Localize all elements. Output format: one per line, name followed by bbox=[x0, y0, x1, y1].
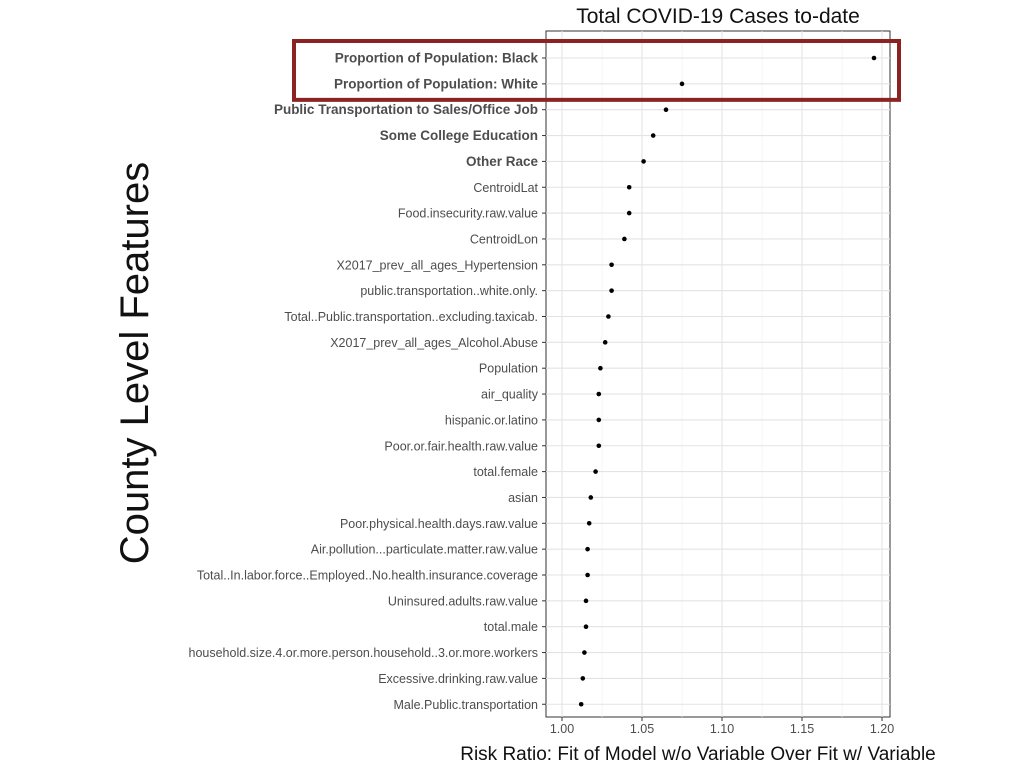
y-tick-label: Total..Public.transportation..excluding.… bbox=[284, 310, 538, 324]
data-point bbox=[588, 495, 594, 500]
data-point bbox=[585, 546, 590, 552]
data-point bbox=[679, 81, 685, 87]
x-tick-label: 1.15 bbox=[790, 722, 814, 736]
chart-title: Total COVID-19 Cases to-date bbox=[576, 5, 860, 28]
x-axis-title: Risk Ratio: Fit of Model w/o Variable Ov… bbox=[460, 744, 936, 765]
data-point bbox=[593, 469, 598, 474]
y-tick-label: X2017_prev_all_ages_Alcohol.Abuse bbox=[330, 336, 538, 350]
data-point bbox=[641, 159, 646, 164]
y-tick-label: CentroidLon bbox=[470, 232, 538, 246]
data-point bbox=[602, 340, 608, 345]
x-tick-label: 1.05 bbox=[630, 722, 654, 736]
data-point bbox=[598, 365, 603, 371]
data-point bbox=[871, 55, 877, 61]
y-axis-title: County Level Features bbox=[113, 162, 157, 564]
data-point bbox=[650, 133, 656, 138]
data-point bbox=[585, 572, 590, 578]
y-tick-label: total.female bbox=[473, 465, 538, 479]
data-point bbox=[596, 443, 602, 449]
data-point bbox=[609, 262, 614, 268]
data-point bbox=[609, 288, 614, 293]
y-tick-label: Other Race bbox=[466, 154, 539, 169]
y-tick-label: public.transportation..white.only. bbox=[360, 284, 538, 298]
data-point bbox=[626, 184, 632, 190]
y-tick-label: CentroidLat bbox=[473, 181, 538, 195]
y-tick-label: household.size.4.or.more.person.househol… bbox=[189, 646, 539, 660]
y-tick-label: air_quality bbox=[481, 388, 539, 402]
data-point bbox=[606, 314, 611, 319]
x-tick-label: 1.00 bbox=[550, 722, 574, 736]
y-tick-label: Total..In.labor.force..Employed..No.heal… bbox=[197, 569, 538, 583]
y-tick-label: Proportion of Population: Black bbox=[335, 51, 539, 66]
data-point bbox=[626, 210, 632, 216]
points bbox=[578, 55, 877, 707]
highlight-box bbox=[292, 39, 901, 102]
grid bbox=[546, 31, 890, 717]
y-tick-label: Proportion of Population: White bbox=[334, 76, 538, 91]
y-tick-label: Some College Education bbox=[380, 128, 538, 143]
data-point bbox=[586, 521, 592, 526]
y-tick-label: Public Transportation to Sales/Office Jo… bbox=[274, 102, 538, 117]
x-axis: 1.00 1.05 1.10 1.15 1.20 bbox=[550, 717, 894, 736]
y-tick-label: Food.insecurity.raw.value bbox=[398, 207, 538, 221]
y-tick-label: Population bbox=[479, 362, 538, 376]
y-tick-label: hispanic.or.latino bbox=[445, 413, 538, 427]
y-tick-label: Air.pollution...particulate.matter.raw.v… bbox=[311, 543, 538, 557]
data-point bbox=[663, 107, 669, 112]
y-tick-label: Male.Public.transportation bbox=[393, 698, 538, 712]
y-tick-label: X2017_prev_all_ages_Hypertension bbox=[336, 258, 538, 272]
data-point bbox=[596, 417, 602, 423]
data-point bbox=[580, 676, 586, 681]
y-tick-label: Excessive.drinking.raw.value bbox=[378, 672, 538, 686]
x-tick-label: 1.20 bbox=[870, 722, 894, 736]
y-tick-label: asian bbox=[508, 491, 538, 505]
y-tick-label: Poor.or.fair.health.raw.value bbox=[384, 439, 538, 453]
data-point bbox=[622, 236, 627, 242]
x-tick-label: 1.10 bbox=[710, 722, 734, 736]
data-point bbox=[578, 701, 584, 707]
y-tick-label: total.male bbox=[484, 620, 538, 634]
data-point bbox=[596, 391, 602, 397]
plot-panel bbox=[545, 30, 891, 718]
y-tick-label: Uninsured.adults.raw.value bbox=[388, 594, 538, 608]
data-point bbox=[582, 650, 587, 655]
y-tick-label: Poor.physical.health.days.raw.value bbox=[340, 517, 538, 531]
data-point bbox=[583, 624, 589, 629]
y-axis: Proportion of Population: Black Proportio… bbox=[189, 51, 546, 712]
data-point bbox=[583, 598, 589, 604]
